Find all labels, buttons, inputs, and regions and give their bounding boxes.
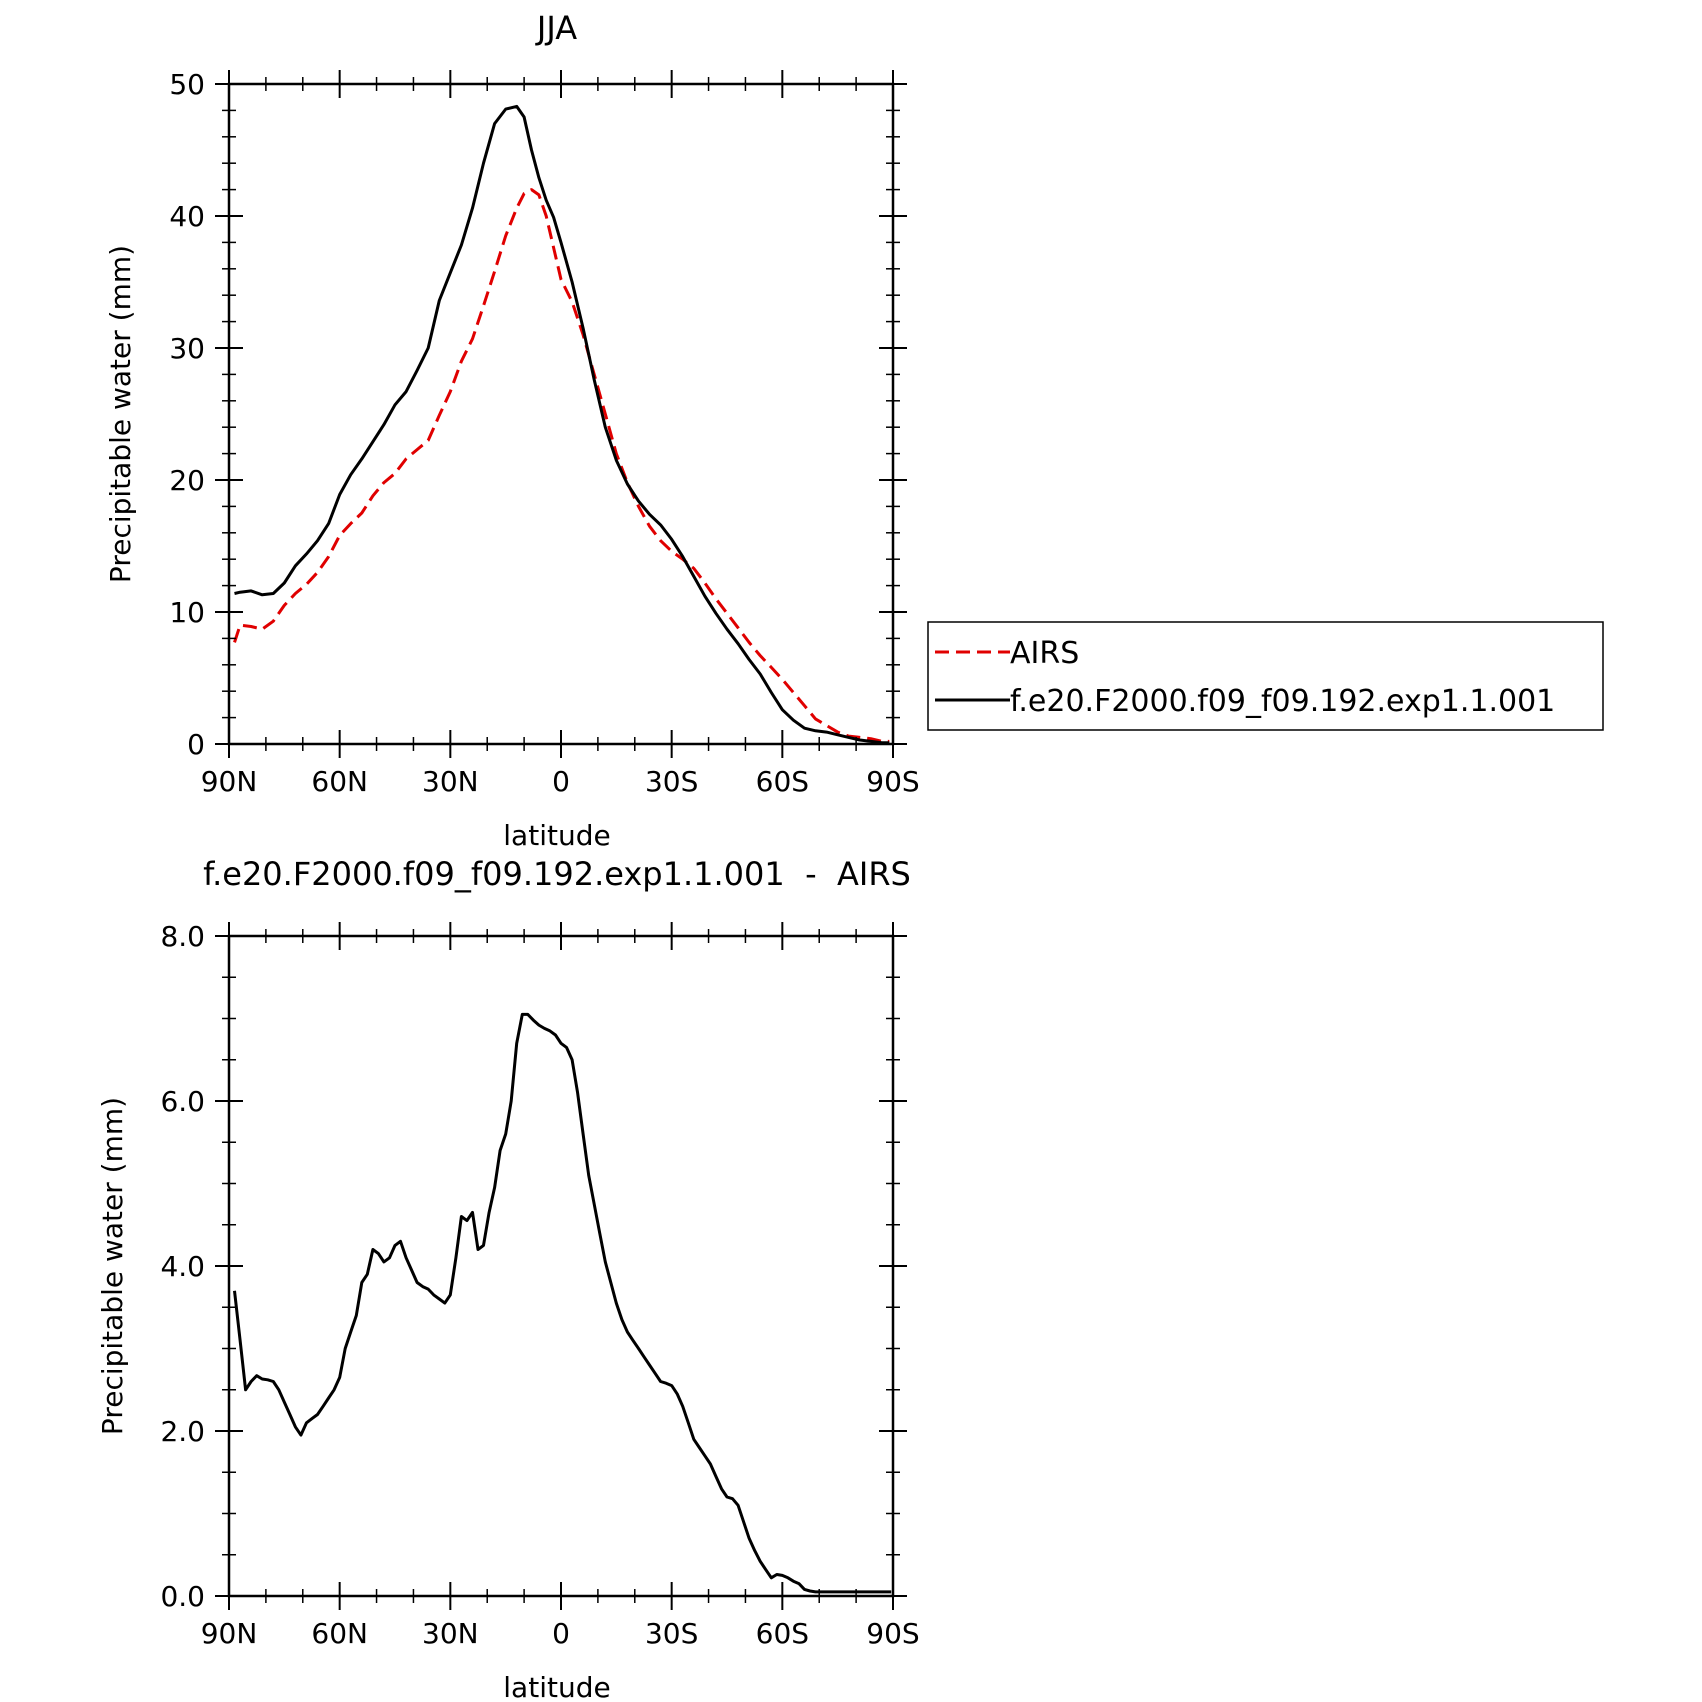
x-tick-label: 60S [756,1617,809,1650]
x-tick-label: 30S [645,765,698,798]
y-tick-label: 0 [187,728,205,761]
legend-label-model: f.e20.F2000.f09_f09.192.exp1.1.001 [1010,684,1555,719]
x-tick-label: 90S [866,1617,919,1650]
x-axis-label: latitude [503,819,610,852]
y-tick-label: 6.0 [160,1085,205,1118]
x-tick-label: 0 [552,765,570,798]
legend: AIRS f.e20.F2000.f09_f09.192.exp1.1.001 [927,621,1604,731]
x-tick-label: 60S [756,765,809,798]
x-axis-label: latitude [503,1671,610,1702]
y-tick-label: 10 [169,596,205,629]
chart-jja: JJA 90N 60N 30N 0 30S 60S 90S 0 10 20 30 40 50 latit… [104,9,920,852]
legend-box [927,621,1604,731]
y-tick-label: 40 [169,200,205,233]
y-tick-label: 50 [169,68,205,101]
x-tick-label: 90S [866,765,919,798]
y-tick-label: 2.0 [160,1415,205,1448]
y-axis-label: Precipitable water (mm) [96,1097,129,1435]
x-tick-label: 30N [422,1617,479,1650]
y-axis-label: Precipitable water (mm) [104,245,137,583]
plot-frame [227,82,895,746]
y-tick-label: 8.0 [160,920,205,953]
x-tick-label: 60N [311,765,368,798]
x-tick-label: 90N [201,1617,258,1650]
y-tick-label: 30 [169,332,205,365]
x-tick-label: 90N [201,765,258,798]
x-tick-label: 30S [645,1617,698,1650]
plot-frame [227,934,895,1598]
x-tick-label: 30N [422,765,479,798]
y-tick-label: 0.0 [160,1580,205,1613]
series-line-model [234,104,890,745]
x-tick-label: 60N [311,1617,368,1650]
x-tick-label: 0 [552,1617,570,1650]
chart-difference: f.e20.F2000.f09_f09.192.exp1.1.001 - AIR… [96,855,920,1702]
chart-title: f.e20.F2000.f09_f09.192.exp1.1.001 - AIR… [203,855,911,893]
series-line-airs [233,188,890,743]
legend-label-airs: AIRS [1010,636,1079,671]
y-tick-label: 4.0 [160,1250,205,1283]
series-line-difference [233,1012,892,1594]
y-tick-label: 20 [169,464,205,497]
chart-title: JJA [535,9,577,47]
